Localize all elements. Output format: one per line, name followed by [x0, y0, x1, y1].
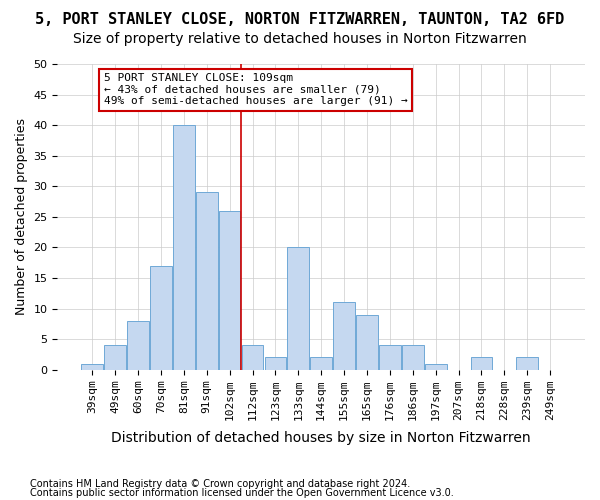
Bar — [402, 345, 424, 370]
Text: Contains HM Land Registry data © Crown copyright and database right 2024.: Contains HM Land Registry data © Crown c… — [30, 479, 410, 489]
Bar — [242, 345, 263, 370]
Text: 5, PORT STANLEY CLOSE, NORTON FITZWARREN, TAUNTON, TA2 6FD: 5, PORT STANLEY CLOSE, NORTON FITZWARREN… — [35, 12, 565, 28]
Bar — [82, 364, 103, 370]
Bar — [127, 321, 149, 370]
Bar — [104, 345, 126, 370]
Bar — [379, 345, 401, 370]
Bar — [196, 192, 218, 370]
Y-axis label: Number of detached properties: Number of detached properties — [15, 118, 28, 316]
Bar — [287, 248, 309, 370]
Bar — [173, 125, 195, 370]
Bar — [333, 302, 355, 370]
Bar — [265, 358, 286, 370]
X-axis label: Distribution of detached houses by size in Norton Fitzwarren: Distribution of detached houses by size … — [112, 431, 531, 445]
Bar — [356, 314, 378, 370]
Bar — [219, 210, 241, 370]
Bar — [150, 266, 172, 370]
Text: 5 PORT STANLEY CLOSE: 109sqm
← 43% of detached houses are smaller (79)
49% of se: 5 PORT STANLEY CLOSE: 109sqm ← 43% of de… — [104, 73, 407, 106]
Bar — [425, 364, 446, 370]
Bar — [310, 358, 332, 370]
Text: Size of property relative to detached houses in Norton Fitzwarren: Size of property relative to detached ho… — [73, 32, 527, 46]
Bar — [517, 358, 538, 370]
Bar — [470, 358, 493, 370]
Text: Contains public sector information licensed under the Open Government Licence v3: Contains public sector information licen… — [30, 488, 454, 498]
